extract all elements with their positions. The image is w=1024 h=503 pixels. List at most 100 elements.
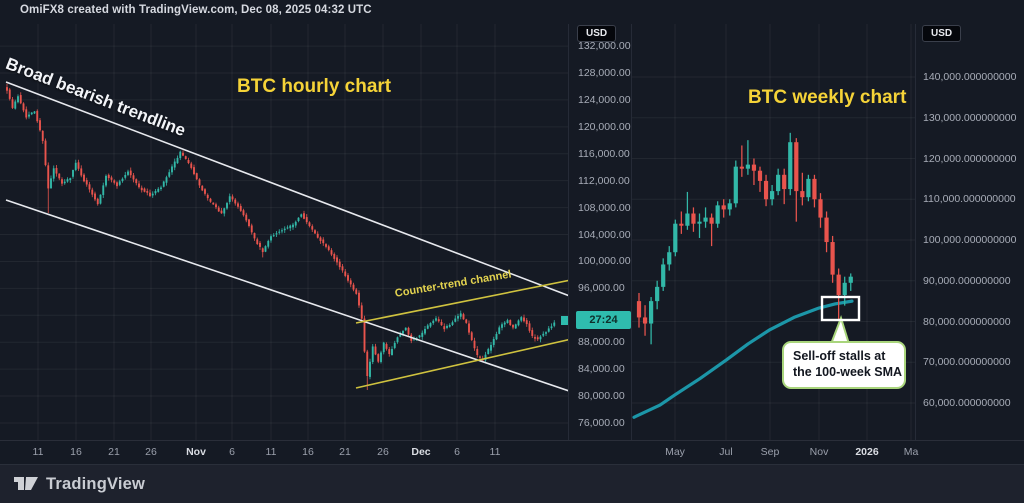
candle-body [770, 191, 775, 200]
time-axis-label: 21 [108, 446, 120, 458]
bearish-trendline-upper [5, 81, 568, 297]
candle-body [77, 162, 80, 169]
hourly-chart-canvas[interactable] [0, 24, 568, 440]
time-axis-label: Nov [186, 446, 206, 458]
candle-body [649, 301, 654, 324]
candle-body [160, 187, 162, 190]
candle-body [429, 323, 432, 327]
candle-body [297, 217, 300, 222]
candle-body [520, 317, 523, 321]
candle-body [374, 346, 377, 355]
candle-body [388, 349, 391, 355]
candle-body [74, 162, 77, 171]
candle-body [377, 354, 380, 362]
candle-body [253, 233, 256, 239]
highlight-box [820, 295, 861, 322]
candle-body [418, 335, 421, 338]
candle-body [272, 235, 275, 237]
weekly-price-axis[interactable]: USD 60,000.000000000 70,000.000000000 80,0… [916, 24, 1024, 440]
candle-body [330, 250, 333, 255]
candle-body [349, 280, 352, 285]
price-axis-label: 110,000.000000000 [923, 193, 1016, 206]
candle-body [195, 173, 198, 180]
candle-body [91, 189, 94, 195]
candle-body [127, 171, 129, 175]
candle-body [812, 178, 817, 200]
candle-body [550, 326, 553, 329]
time-axis-label: 26 [377, 446, 389, 458]
candle-body [440, 322, 443, 326]
candle-body [14, 101, 17, 109]
candle-body [673, 223, 678, 253]
candle-body [63, 181, 66, 184]
candle-body [110, 177, 113, 180]
candle-body [506, 320, 509, 323]
candle-body [446, 325, 448, 328]
candle-body [697, 221, 702, 224]
candle-body [435, 318, 437, 321]
candle-body [407, 327, 410, 335]
candle-body [380, 352, 382, 362]
candle-body [11, 99, 14, 108]
time-axis-label: Nov [809, 446, 829, 458]
candle-body [432, 320, 435, 324]
weekly-currency-button[interactable]: USD [922, 25, 962, 42]
candle-body [848, 276, 853, 283]
candle-body [751, 164, 757, 171]
price-axis-label: 104,000.00 [578, 228, 631, 241]
candle-body [338, 261, 341, 268]
candle-body [503, 322, 506, 325]
candle-body [259, 242, 261, 247]
price-axis-label: 116,000.00 [578, 147, 630, 160]
hourly-chart-pane[interactable] [0, 24, 569, 440]
candle-body [360, 305, 363, 319]
candle-body [231, 196, 234, 200]
candle-body [242, 210, 245, 216]
sma-callout-line2: the 100-week SMA [793, 365, 903, 380]
candle-body [703, 217, 708, 222]
candle-body [36, 110, 39, 122]
candle-body [179, 151, 182, 159]
hourly-price-axis[interactable]: USD 76,000.00 80,000.00 84,000.00 88,000.00… [569, 24, 632, 440]
candle-body [94, 193, 96, 200]
time-axis-label: Dec [411, 446, 431, 458]
price-axis-label: 120,000.000000000 [923, 152, 1017, 165]
candle-body [495, 333, 498, 340]
candle-body [116, 182, 118, 187]
candle-body [492, 339, 495, 345]
candle-body [96, 198, 99, 205]
candle-body [8, 89, 11, 99]
price-axis-label: 80,000.00 [578, 390, 625, 403]
snapshot-credit-text: OmiFX8 created with TradingView.com, Dec… [20, 4, 372, 16]
candle-body [261, 248, 264, 253]
candle-body [344, 271, 347, 276]
candle-body [162, 181, 165, 187]
candle-body [107, 174, 110, 179]
time-axis[interactable]: 11 16 21 26 Nov 6 11 16 21 26 Dec 6 11 May Jul Sep Nov 20… [0, 440, 1024, 465]
counter-channel-upper [355, 279, 568, 324]
candle-body [303, 213, 305, 219]
candle-body [536, 337, 539, 340]
time-axis-label: 16 [70, 446, 82, 458]
candle-body [642, 317, 648, 324]
candle-body [487, 349, 490, 355]
candle-body [39, 120, 41, 131]
candle-body [763, 180, 769, 200]
tradingview-footer[interactable]: TradingView [0, 464, 1024, 503]
candle-body [667, 252, 672, 265]
tradingview-logo-icon[interactable] [14, 474, 38, 494]
candle-body [281, 230, 283, 232]
candle-body [534, 337, 536, 339]
candle-body [347, 275, 349, 281]
candle-body [215, 204, 217, 208]
hourly-currency-button[interactable]: USD [577, 25, 617, 42]
candle-body [547, 328, 550, 332]
candle-body [733, 166, 738, 204]
price-axis-label: 90,000.000000000 [923, 274, 1011, 287]
candle-body [542, 333, 545, 336]
candle-body [294, 221, 297, 226]
candle-body [316, 233, 319, 238]
tradingview-wordmark: TradingView [46, 474, 146, 493]
price-axis-label: 108,000.00 [578, 201, 631, 214]
